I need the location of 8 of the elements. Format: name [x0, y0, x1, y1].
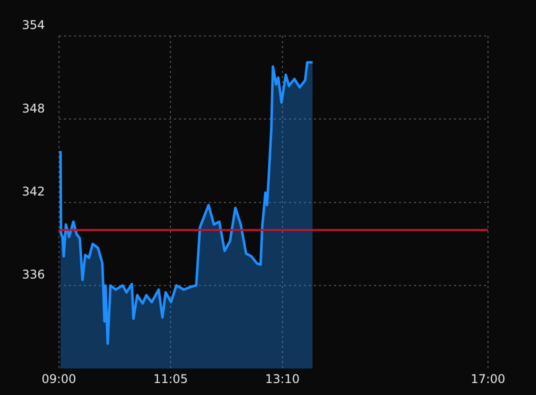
x-tick-label: 09:00 [42, 372, 76, 386]
y-tick-label: 336 [22, 268, 45, 282]
x-tick-label: 17:00 [470, 372, 506, 386]
y-tick-label: 354 [22, 18, 45, 32]
y-tick-label: 348 [22, 101, 45, 116]
x-tick-label: 13:10 [265, 372, 300, 386]
x-tick-label: 11:05 [153, 372, 188, 386]
y-tick-label: 342 [22, 184, 45, 198]
